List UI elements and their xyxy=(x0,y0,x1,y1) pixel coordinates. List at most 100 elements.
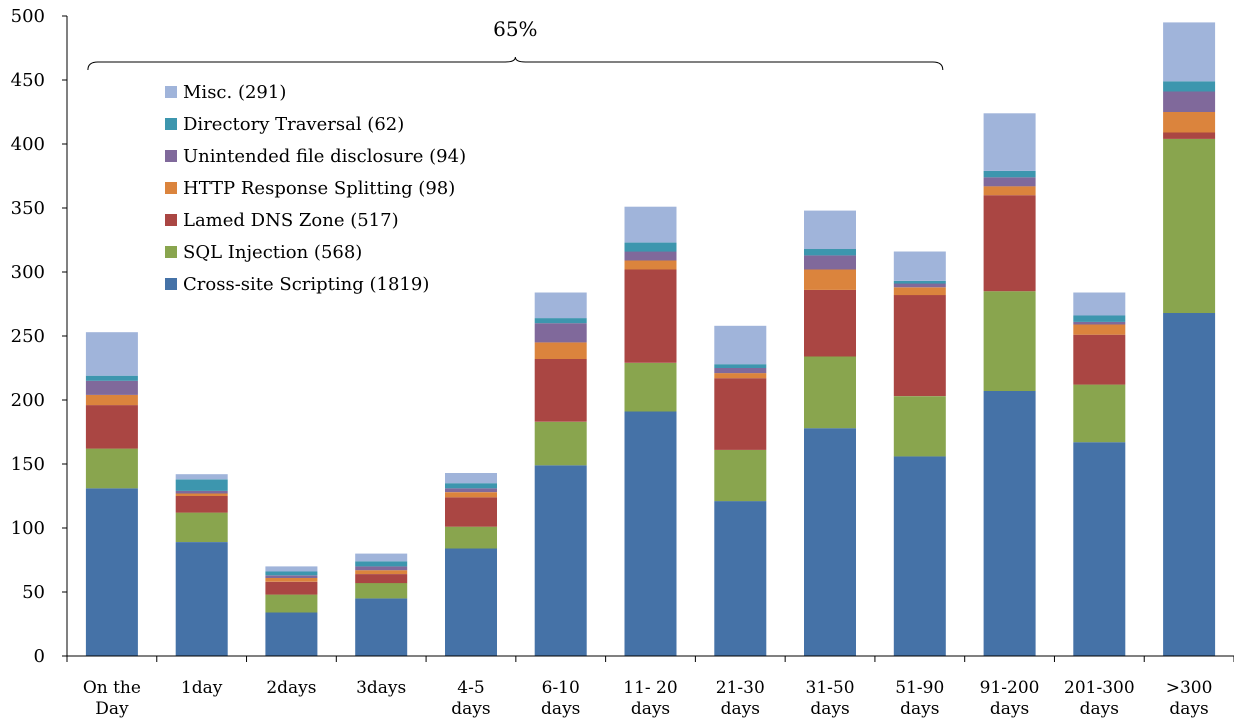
bar-segment xyxy=(265,571,318,576)
x-tick-label: 91-200 days xyxy=(980,678,1040,719)
bar-segment xyxy=(534,323,587,343)
y-tick-label: 0 xyxy=(34,646,45,667)
bar-segment xyxy=(85,488,138,656)
bar-segment xyxy=(983,177,1036,187)
bar-segment xyxy=(265,566,318,572)
bar-segment xyxy=(1073,292,1126,316)
bar-segment xyxy=(804,249,856,256)
bar-segment xyxy=(355,566,408,571)
bar-segment xyxy=(445,473,497,484)
y-tick-label: 150 xyxy=(11,454,45,475)
bar-segment xyxy=(983,195,1036,292)
bar-segment xyxy=(534,292,587,319)
bar-segment xyxy=(893,281,946,284)
bar-segment xyxy=(355,583,408,599)
legend-swatch xyxy=(165,214,177,226)
bar-segment xyxy=(265,577,318,582)
bar-segment xyxy=(534,318,587,324)
legend-swatch xyxy=(165,182,177,194)
bar-segment xyxy=(893,287,946,296)
y-tick-label: 200 xyxy=(11,390,45,411)
bar-segment xyxy=(175,542,228,656)
bar-segment xyxy=(714,364,767,368)
bar-segment xyxy=(355,553,408,562)
x-tick-label: 3days xyxy=(356,678,406,698)
bar-segment xyxy=(1163,138,1216,313)
annotation-label: 65% xyxy=(493,17,537,41)
bar-segment xyxy=(534,342,587,359)
bar-segment xyxy=(445,492,497,498)
legend-swatch xyxy=(165,150,177,162)
bar-segment xyxy=(714,449,767,502)
bar-segment xyxy=(265,581,318,595)
bars-group xyxy=(85,22,1216,656)
x-tick-label: 11- 20 days xyxy=(623,678,677,719)
bar-segment xyxy=(1163,22,1216,82)
bar-segment xyxy=(893,295,946,397)
annotation-brace xyxy=(87,56,944,71)
bar-segment xyxy=(175,490,228,494)
legend-label: Lamed DNS Zone (517) xyxy=(183,210,399,231)
bar-segment xyxy=(534,465,587,656)
bar-segment xyxy=(983,291,1036,391)
bar-segment xyxy=(624,242,677,252)
y-tick-label: 400 xyxy=(11,134,45,155)
bar-segment xyxy=(893,396,946,457)
legend-label: Cross-site Scripting (1819) xyxy=(183,274,429,295)
bar-segment xyxy=(85,332,138,376)
legend-swatch xyxy=(165,246,177,258)
legend-swatch xyxy=(165,118,177,130)
bar-segment xyxy=(983,391,1036,656)
bar-segment xyxy=(85,405,138,449)
bar-segment xyxy=(624,362,677,412)
legend-label: Unintended file disclosure (94) xyxy=(183,146,466,167)
bar-segment xyxy=(175,496,228,513)
legend: Misc. (291) Directory Traversal (62) Unint… xyxy=(165,82,466,295)
bar-segment xyxy=(85,394,138,406)
bar-segment xyxy=(804,269,856,290)
bar-segment xyxy=(265,575,318,578)
x-tick-label: 51-90 days xyxy=(895,678,944,719)
bar-segment xyxy=(85,380,138,395)
x-tick-label: 21-30 days xyxy=(716,678,765,719)
bar-segment xyxy=(714,373,767,379)
bar-segment xyxy=(445,526,497,549)
x-tick-label: 4-5 days xyxy=(451,678,490,719)
bar-segment xyxy=(804,255,856,270)
bar-segment xyxy=(624,206,677,243)
y-tick-label: 50 xyxy=(22,582,45,603)
legend-label: Misc. (291) xyxy=(183,82,286,103)
x-tick-label: On the Day xyxy=(83,678,141,719)
bar-segment xyxy=(804,210,856,249)
legend-label: SQL Injection (568) xyxy=(183,242,362,263)
bar-segment xyxy=(1073,384,1126,443)
y-tick-label: 450 xyxy=(11,70,45,91)
bar-segment xyxy=(624,269,677,363)
x-tick-label: 201-300 days xyxy=(1064,678,1135,719)
bar-segment xyxy=(355,561,408,567)
bar-segment xyxy=(714,378,767,450)
bar-segment xyxy=(1163,91,1216,112)
bar-segment xyxy=(355,570,408,574)
bar-segment xyxy=(534,359,587,422)
y-tick-label: 300 xyxy=(11,262,45,283)
bar-segment xyxy=(1163,313,1216,656)
y-tick-label: 350 xyxy=(11,198,45,219)
legend-swatch xyxy=(165,278,177,290)
x-tick-label: 6-10 days xyxy=(541,678,580,719)
bar-segment xyxy=(1073,324,1126,335)
legend-swatch xyxy=(165,86,177,98)
bar-segment xyxy=(85,375,138,381)
bar-segment xyxy=(175,474,228,480)
bar-segment xyxy=(445,497,497,527)
bar-segment xyxy=(85,448,138,489)
bar-segment xyxy=(355,598,408,656)
bar-segment xyxy=(1073,442,1126,656)
bar-segment xyxy=(265,612,318,656)
bar-segment xyxy=(624,411,677,656)
bar-segment xyxy=(893,251,946,281)
bar-segment xyxy=(624,260,677,270)
bar-segment xyxy=(714,368,767,374)
bar-segment xyxy=(983,113,1036,171)
y-tick-label: 100 xyxy=(11,518,45,539)
